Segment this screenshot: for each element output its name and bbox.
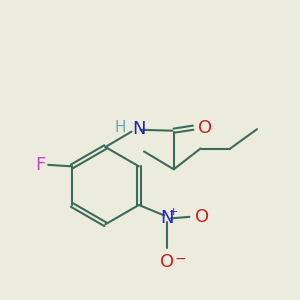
Text: F: F — [35, 156, 45, 174]
Text: O: O — [160, 253, 174, 271]
Text: O: O — [198, 119, 212, 137]
Text: N: N — [132, 120, 146, 138]
Text: −: − — [175, 252, 186, 266]
Text: N: N — [160, 209, 174, 227]
Text: H: H — [114, 120, 126, 135]
Text: +: + — [169, 207, 178, 218]
Text: O: O — [195, 208, 209, 226]
